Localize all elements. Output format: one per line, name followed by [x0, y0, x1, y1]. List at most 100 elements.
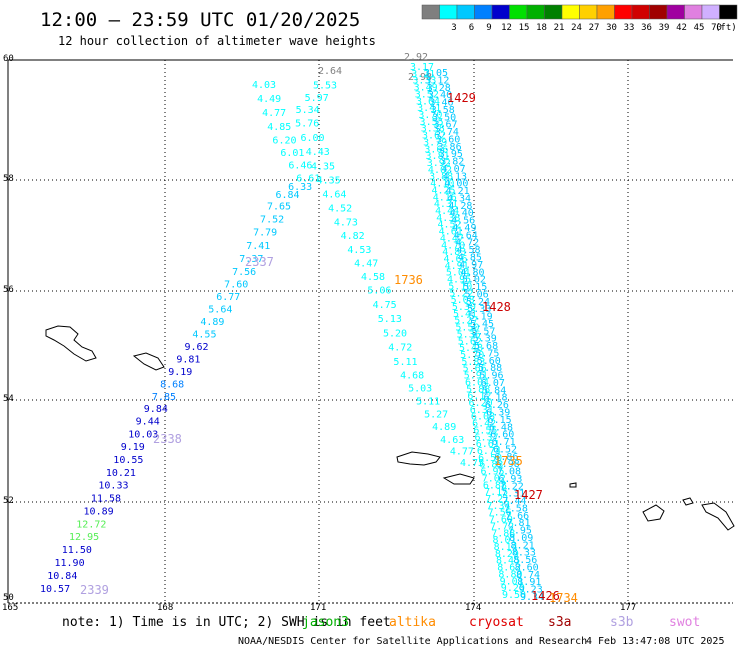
wave-height-reading: 4.73 — [334, 218, 358, 229]
wave-height-reading: 7.41 — [246, 241, 270, 252]
wave-height-reading: 4.75 — [373, 300, 397, 311]
pass-time-label: 1735 — [494, 454, 523, 468]
lon-label: 168 — [157, 603, 173, 613]
wave-height-reading: 3.46 — [429, 98, 453, 109]
wave-height-reading: 6.00 — [300, 133, 324, 144]
wave-height-reading: 4.97 — [459, 260, 483, 271]
wave-height-reading: 3.40 — [428, 90, 452, 101]
wave-height-reading: 4.75 — [460, 458, 484, 469]
wave-height-reading: 10.33 — [98, 481, 128, 492]
wave-height-reading: 9.01 — [500, 576, 524, 587]
wave-height-reading: 3.33 — [412, 76, 436, 87]
wave-height-reading: 5.57 — [471, 326, 495, 337]
wave-height-reading: 6.08 — [471, 412, 495, 423]
legend-tick-label: 70 — [711, 23, 722, 33]
wave-height-reading: 4.35 — [317, 175, 341, 186]
wave-height-reading: 4.47 — [354, 258, 378, 269]
wave-height-reading: 7.44 — [502, 496, 526, 507]
wave-height-reading: 5.27 — [424, 409, 448, 420]
wave-height-reading: 9.20 — [501, 583, 525, 594]
wave-height-reading: 6.61 — [476, 439, 500, 450]
longitude-labels: 165 168 171 174 177 — [2, 603, 636, 613]
wave-height-reading: 4.52 — [328, 204, 352, 215]
wave-height-reading: 4.89 — [200, 317, 224, 328]
pass-time-label: 1734 — [549, 591, 578, 605]
wave-height-reading: 5.62 — [458, 336, 482, 347]
wave-height-reading: 4.70 — [441, 240, 465, 251]
wave-height-reading: 10.84 — [47, 571, 77, 582]
wave-height-reading: 7.56 — [488, 508, 512, 519]
wave-height-reading: 8.91 — [517, 577, 541, 588]
wave-height-reading: 5.22 — [449, 288, 473, 299]
wave-height-reading: 6.18 — [483, 393, 507, 404]
satellite-tracks: 4.034.494.774.856.206.016.466.616.336.84… — [40, 52, 544, 603]
footer-credit: NOAA/NESDIS Center for Satellite Applica… — [238, 636, 587, 647]
wave-height-reading: 4.72 — [388, 343, 412, 354]
wave-height-reading: 7.21 — [485, 494, 509, 505]
wave-height-reading: 4.58 — [361, 272, 385, 283]
wave-height-reading: 4.77 — [450, 447, 474, 458]
wave-height-reading: 7.81 — [506, 518, 530, 529]
latitude-labels: 60 58 56 54 52 50 — [3, 54, 14, 603]
pass-time-label: 2338 — [153, 432, 182, 446]
wave-height-reading: 4.91 — [445, 261, 469, 272]
legend-unit: (ft) — [715, 23, 737, 33]
lat-label: 60 — [3, 54, 14, 64]
wave-height-reading: 3.74 — [435, 127, 459, 138]
wave-height-reading: 6.74 — [477, 446, 501, 457]
wave-height-reading: 3.67 — [433, 120, 457, 131]
wave-height-reading: 4.10 — [430, 179, 454, 190]
island-outline — [132, 352, 165, 371]
plot-frame — [7, 59, 733, 604]
island-outline — [682, 497, 694, 506]
wave-height-reading: 5.27 — [454, 316, 478, 327]
wave-height-reading: 4.80 — [461, 267, 485, 278]
wave-height-reading: 4.34 — [447, 193, 471, 204]
wave-height-reading: 7.34 — [486, 501, 510, 512]
wave-height-reading: 4.72 — [455, 238, 479, 249]
wave-height-reading: 11.90 — [55, 558, 85, 569]
pass-time-label: 1736 — [394, 273, 423, 287]
wave-height-reading: 6.26 — [485, 400, 509, 411]
wave-height-reading: 6.83 — [479, 460, 503, 471]
lat-label: 52 — [3, 496, 14, 506]
island-outline — [701, 502, 735, 531]
wave-height-reading: 3.12 — [425, 75, 449, 86]
lat-label: 50 — [3, 593, 14, 603]
wave-height-reading: 3.88 — [429, 172, 453, 183]
legend-swatch — [596, 4, 615, 20]
wave-height-reading: 5.60 — [477, 356, 501, 367]
wave-height-reading: 4.02 — [428, 165, 452, 176]
wave-height-reading: 4.66 — [443, 254, 467, 265]
pass-time-label: 1427 — [514, 488, 543, 502]
wave-height-reading: 4.89 — [432, 422, 456, 433]
wave-height-reading: 7.60 — [224, 279, 248, 290]
wave-height-reading: 5.84 — [482, 385, 506, 396]
wave-height-reading: 3.81 — [426, 151, 450, 162]
wave-height-reading: 4.58 — [456, 245, 480, 256]
wave-height-reading: 3.70 — [418, 110, 442, 121]
wave-height-reading: 6.86 — [494, 452, 518, 463]
island-outline — [569, 482, 577, 488]
wave-height-reading: 3.58 — [431, 105, 455, 116]
map-title: 12:00 – 23:59 UTC 01/20/2025 — [40, 9, 360, 31]
wave-height-reading: 9.84 — [144, 404, 168, 415]
wave-height-reading: 6.88 — [483, 480, 507, 491]
wave-height-reading: 8.21 — [511, 540, 535, 551]
wave-height-reading: 7.08 — [497, 467, 521, 478]
mission-label: cryosat — [469, 615, 524, 630]
legend-swatch — [544, 4, 563, 20]
lat-label: 58 — [3, 174, 14, 184]
legend-tick-label: 45 — [694, 23, 705, 33]
legend-tick-label: 21 — [554, 23, 565, 33]
wave-height-reading: 12.95 — [69, 532, 99, 543]
wave-height-reading: 4.00 — [444, 179, 468, 190]
wave-height-reading: 4.55 — [192, 330, 216, 341]
wave-height-reading: 8.56 — [513, 555, 537, 566]
aleutian-islands — [45, 325, 735, 531]
wave-height-reading: 3.92 — [427, 158, 451, 169]
wave-height-reading: 4.64 — [454, 230, 478, 241]
wave-height-reading: 6.55 — [473, 425, 497, 436]
wave-height-reading: 10.21 — [106, 468, 136, 479]
legend-tick-label: 42 — [676, 23, 687, 33]
